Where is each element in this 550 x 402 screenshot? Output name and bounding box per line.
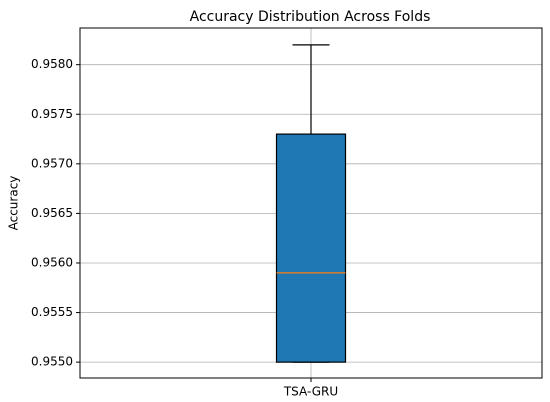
plot-frame [79,27,543,379]
y-tick-label: 0.9580 [31,57,73,71]
y-tick-label: 0.9570 [31,156,73,170]
y-tick-label: 0.9565 [31,206,73,220]
x-tick-label: TSA-GRU [283,385,338,399]
y-axis-label: Accuracy [7,176,21,231]
y-tick-label: 0.9550 [31,355,73,369]
y-tick-label: 0.9575 [31,107,73,121]
box [275,133,347,363]
chart-title: Accuracy Distribution Across Folds [190,9,431,25]
y-tick-label: 0.9560 [31,255,73,269]
y-tick-label: 0.9555 [31,305,73,319]
